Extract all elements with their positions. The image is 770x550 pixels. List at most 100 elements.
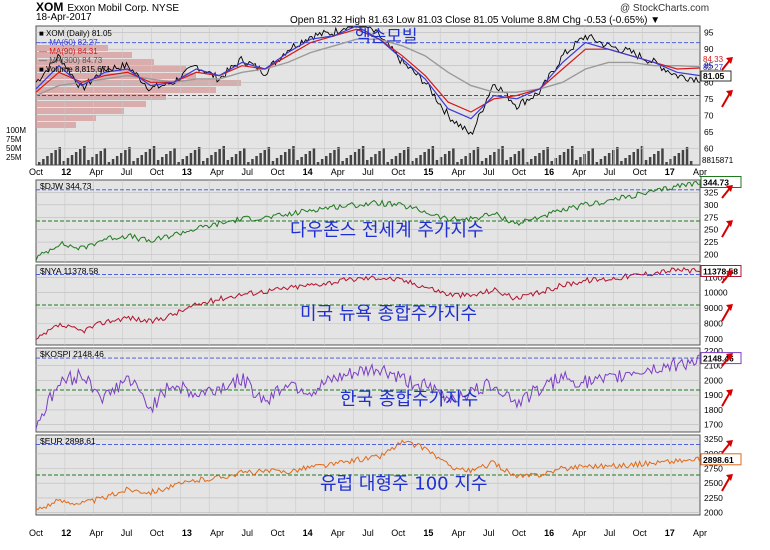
volume-bar-9 [74, 152, 78, 165]
x-label-1-3: Jul [121, 528, 133, 538]
x-label-1-16: Oct [512, 528, 527, 538]
xom-volume-label: 8815871 [702, 156, 734, 165]
volume-bar-89 [402, 150, 406, 165]
panel-2-last-label: 11378.58 [703, 267, 738, 277]
volume-bar-15 [99, 151, 102, 165]
volume-bar-158 [685, 147, 689, 165]
volume-bar-46 [226, 160, 230, 165]
chart-date: 18-Apr-2017 [36, 12, 92, 23]
volume-bar-103 [460, 159, 463, 165]
panel-3-ytick-4: 2100 [704, 361, 723, 371]
nya-line [35, 266, 701, 340]
volume-bar-51 [247, 162, 250, 165]
volume-bar-136 [595, 162, 599, 165]
volume-bar-59 [279, 155, 283, 165]
panel-0-ytick-7: 95 [704, 28, 714, 38]
panel-0-ytick-4: 80 [704, 77, 714, 87]
xom-ma90-line [35, 28, 701, 113]
volume-bar-115 [509, 157, 512, 165]
volume-bar-30 [161, 157, 164, 165]
volume-bar-32 [169, 151, 172, 165]
volume-bar-50 [243, 148, 246, 165]
x-label-0-17: 16 [544, 167, 554, 177]
xom-price-line [35, 26, 701, 136]
x-label-1-12: Oct [391, 528, 406, 538]
volume-bar-81 [370, 157, 373, 165]
volume-bar-11 [83, 146, 86, 165]
volume-bar-19 [115, 156, 119, 165]
volume-bar-71 [329, 153, 332, 165]
x-label-1-9: 14 [303, 528, 313, 538]
company-name: Exxon Mobil Corp. NYSE [67, 3, 180, 14]
volume-bar-80 [366, 160, 369, 165]
volume-bar-7 [66, 158, 70, 165]
volume-bar-1 [42, 159, 45, 165]
brand-watermark: @ StockCharts.com [620, 3, 710, 14]
panel-4-arrowhead-0 [726, 440, 733, 447]
x-label-1-1: 12 [61, 528, 71, 538]
volume-bar-52 [251, 159, 254, 165]
volume-bar-45 [222, 146, 225, 165]
volume-bar-153 [665, 162, 668, 165]
volume-bar-113 [501, 146, 504, 165]
x-label-1-20: Oct [633, 528, 648, 538]
volume-bar-23 [132, 161, 135, 165]
panel-3-last-label: 2148.46 [703, 354, 734, 364]
volume-bar-129 [566, 149, 570, 165]
x-label-0-1: 12 [61, 167, 71, 177]
panel-0-arrow-0 [721, 59, 731, 71]
x-label-1-22: Apr [693, 528, 707, 538]
volume-bar-87 [394, 156, 398, 165]
xom-annotation: 엑슨모빌 [355, 27, 418, 47]
volume-bar-135 [591, 148, 594, 165]
x-label-1-6: Apr [210, 528, 224, 538]
volume-bar-56 [267, 147, 271, 165]
x-label-1-14: Apr [451, 528, 465, 538]
volume-bar-119 [525, 162, 529, 165]
volume-bar-107 [476, 147, 480, 165]
panel-1-ytick-0: 200 [704, 250, 718, 260]
volume-by-price-bar-6 [36, 87, 216, 93]
x-label-1-18: Apr [572, 528, 586, 538]
panel-1-annotation: 다우존스 전세계 주가지수 [290, 220, 484, 241]
x-label-0-19: Jul [604, 167, 616, 177]
volume-bar-64 [300, 157, 303, 165]
panel-1-ytick-1: 225 [704, 237, 718, 247]
x-label-1-19: Jul [604, 528, 616, 538]
volume-bar-37 [189, 153, 193, 165]
volume-bar-47 [230, 157, 234, 165]
x-label-1-2: Apr [89, 528, 103, 538]
x-label-0-7: Jul [242, 167, 254, 177]
volume-bar-6 [62, 161, 66, 165]
panel-2-ytick-1: 8000 [704, 319, 723, 329]
volume-bar-105 [468, 153, 471, 165]
volume-by-price-bar-7 [36, 94, 166, 100]
xom-last-label-box [700, 70, 732, 82]
x-label-1-10: Apr [331, 528, 345, 538]
x-label-1-0: Oct [29, 528, 44, 538]
volume-bar-120 [530, 159, 533, 165]
xom-ma300-line [35, 38, 701, 97]
x-label-1-21: 17 [665, 528, 675, 538]
panel-4-last-label: 2898.61 [703, 455, 734, 465]
x-label-0-11: Jul [362, 167, 374, 177]
volume-bar-114 [505, 160, 508, 165]
volume-bar-75 [345, 158, 348, 165]
volume-tick-1: 75M [6, 135, 22, 144]
volume-bar-40 [202, 161, 205, 165]
x-label-0-22: Apr [693, 167, 707, 177]
volume-bar-91 [411, 161, 414, 165]
panel-2-annotation: 미국 뉴욕 종합주가지수 [300, 303, 477, 324]
volume-bar-109 [484, 158, 488, 165]
volume-bar-125 [550, 161, 553, 165]
volume-bar-4 [54, 150, 57, 165]
x-label-1-7: Jul [242, 528, 254, 538]
x-label-1-17: 16 [544, 528, 554, 538]
volume-bar-85 [386, 162, 389, 165]
xom-legend-2: — MA(90) 84.31 [39, 47, 98, 56]
volume-bar-88 [398, 153, 402, 165]
x-label-1-13: 15 [423, 528, 433, 538]
volume-bar-108 [480, 161, 484, 165]
volume-bar-141 [616, 147, 619, 165]
volume-bar-82 [374, 154, 377, 165]
